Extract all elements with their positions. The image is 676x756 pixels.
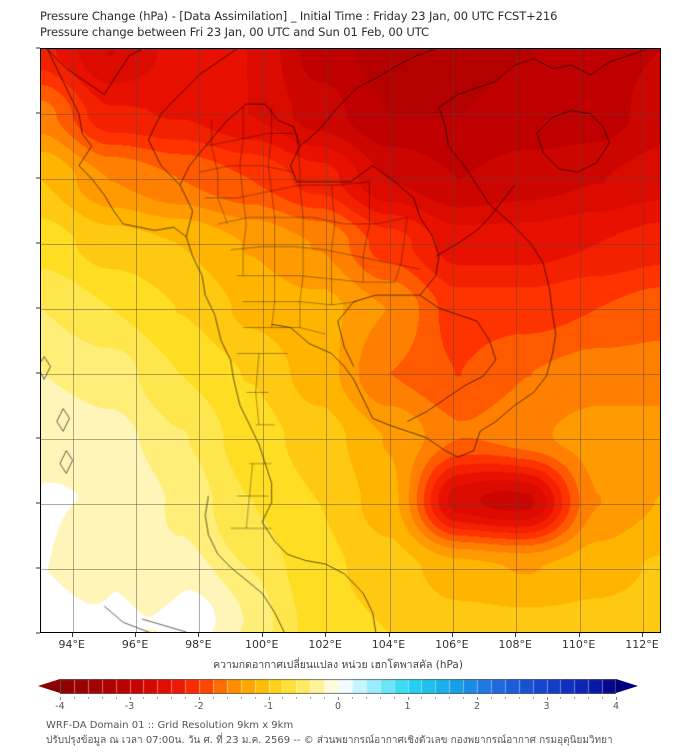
colorbar-tick-label-2: 2 — [473, 701, 481, 712]
colorbar-extend-high-icon — [616, 679, 638, 693]
colorbar-minor-tick — [185, 697, 187, 699]
colorbar-minor-tick — [421, 697, 423, 699]
colorbar-minor-tick — [296, 697, 298, 699]
ytick-mark-22 — [36, 47, 40, 49]
colorbar-minor-tick — [171, 697, 173, 699]
xtick-label-98: 98°E — [185, 638, 212, 651]
ytick-mark-20 — [36, 112, 40, 114]
colorbar-tick-mark-1 — [407, 697, 409, 700]
xtick-label-94: 94°E — [58, 638, 85, 651]
xtick-label-108: 108°E — [498, 638, 532, 651]
colorbar-minor-tick — [574, 697, 576, 699]
colorbar-tick-mark-4 — [616, 697, 617, 700]
colorbar-tick-mark-3 — [546, 697, 548, 700]
map-plot-area[interactable] — [40, 48, 661, 633]
colorbar-tick-mark--3 — [129, 697, 131, 700]
xtick-label-110: 110°E — [561, 638, 596, 651]
colorbar: ความกดอากาศเปลี่ยนแปลง หน่วย เฮกโตพาสคัล… — [0, 658, 676, 715]
colorbar-label: ความกดอากาศเปลี่ยนแปลง หน่วย เฮกโตพาสคัล… — [213, 659, 463, 671]
ytick-mark-12 — [36, 372, 40, 374]
colorbar-minor-tick — [490, 697, 492, 699]
colorbar-minor-tick — [532, 697, 534, 699]
xtick-mark-98 — [198, 633, 200, 637]
footer-block: WRF-DA Domain 01 :: Grid Resolution 9km … — [46, 718, 666, 748]
colorbar-minor-tick — [324, 697, 326, 699]
xtick-mark-94 — [71, 633, 73, 637]
xtick-mark-100 — [261, 633, 263, 637]
colorbar-tick-label-3: 3 — [543, 701, 550, 712]
colorbar-minor-tick — [504, 697, 506, 699]
ytick-mark-10 — [36, 437, 40, 439]
ytick-mark-16 — [36, 242, 40, 244]
ytick-mark-14 — [36, 307, 40, 309]
xtick-mark-106 — [451, 633, 453, 637]
colorbar-minor-tick — [240, 697, 242, 699]
colorbar-bar-row — [38, 675, 638, 697]
xtick-mark-108 — [515, 633, 517, 637]
colorbar-minor-tick — [254, 697, 256, 699]
colorbar-minor-tick — [73, 697, 75, 699]
page-subtitle: Pressure change between Fri 23 Jan, 00 U… — [40, 25, 429, 39]
xtick-label-112: 112°E — [625, 638, 659, 651]
colorbar-minor-tick — [588, 697, 590, 699]
xtick-mark-104 — [388, 633, 390, 637]
xtick-mark-112 — [641, 633, 643, 637]
ytick-mark-4 — [36, 632, 40, 634]
colorbar-minor-tick — [393, 697, 395, 699]
colorbar-minor-tick — [282, 697, 284, 699]
xtick-mark-110 — [578, 633, 580, 637]
colorbar-minor-tick — [560, 697, 562, 699]
xtick-label-104: 104°E — [371, 638, 406, 651]
xtick-mark-102 — [325, 633, 327, 637]
xtick-mark-96 — [135, 633, 137, 637]
colorbar-minor-tick — [602, 697, 604, 699]
colorbar-minor-tick — [226, 697, 228, 699]
colorbar-tick-label--4: -4 — [55, 701, 65, 712]
colorbar-minor-tick — [143, 697, 145, 699]
colorbar-ticks: -4 -3 -2 -1 0 1 2 3 4 — [38, 697, 638, 715]
colorbar-tick-label-0: 0 — [334, 701, 342, 712]
colorbar-tick-mark-2 — [477, 697, 478, 700]
colorbar-tick-mark--2 — [199, 697, 200, 700]
colorbar-minor-tick — [435, 697, 437, 699]
colorbar-tick-label-4: 4 — [612, 701, 620, 712]
xtick-label-102: 102°E — [308, 638, 342, 651]
colorbar-minor-tick — [101, 697, 103, 699]
colorbar-minor-tick — [310, 697, 312, 699]
colorbar-minor-tick — [212, 697, 214, 699]
colorbar-minor-tick — [351, 697, 353, 699]
colorbar-minor-tick — [379, 697, 381, 699]
page-title: Pressure Change (hPa) - [Data Assimilati… — [40, 9, 558, 23]
colorbar-minor-tick — [463, 697, 465, 699]
colorbar-minor-tick — [365, 697, 367, 699]
ytick-mark-18 — [36, 177, 40, 179]
colorbar-tick-mark--4 — [60, 697, 61, 700]
ytick-mark-8 — [36, 502, 40, 504]
colorbar-tick-label--1: -1 — [263, 701, 274, 712]
colorbar-minor-tick — [449, 697, 451, 699]
colorbar-tick-label-1: 1 — [404, 701, 411, 712]
footer-model-info: WRF-DA Domain 01 :: Grid Resolution 9km … — [46, 720, 294, 731]
colorbar-tick-mark-0 — [338, 697, 339, 700]
colorbar-minor-tick — [115, 697, 117, 699]
footer-credit: ปรับปรุงข้อมูล ณ เวลา 07:00น. วัน ศ. ที่… — [46, 735, 613, 746]
xtick-label-96: 96°E — [121, 638, 149, 651]
colorbar-minor-tick — [157, 697, 159, 699]
colorbar-tick-mark--1 — [268, 697, 270, 700]
pressure-change-heatmap — [41, 49, 660, 632]
xtick-label-100: 100°E — [245, 638, 279, 651]
colorbar-tick-label--2: -2 — [194, 701, 204, 712]
ytick-mark-6 — [36, 567, 40, 569]
xtick-label-106: 106°E — [435, 638, 469, 651]
colorbar-gradient — [60, 679, 616, 694]
colorbar-extend-low-icon — [38, 679, 60, 693]
colorbar-canvas — [60, 679, 616, 694]
colorbar-minor-tick — [87, 697, 89, 699]
colorbar-tick-label--3: -3 — [124, 701, 135, 712]
colorbar-minor-tick — [518, 697, 520, 699]
chart-title-block: Pressure Change (hPa) - [Data Assimilati… — [40, 8, 660, 40]
